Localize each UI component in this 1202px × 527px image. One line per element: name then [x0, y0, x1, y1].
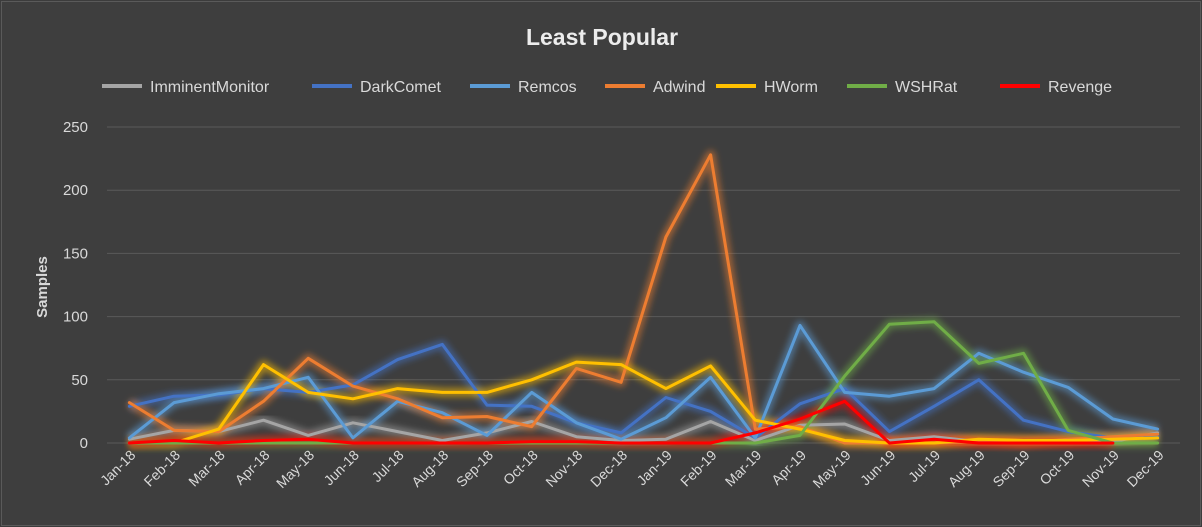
legend-label: HWorm	[764, 79, 818, 96]
series-line	[127, 360, 1160, 445]
x-axis-ticks: Jan-18 Feb-18 Mar-18 Apr-18 May-18 Jun-18 Jul-…	[97, 447, 1167, 491]
series-line	[127, 399, 1115, 445]
legend-label: Revenge	[1048, 79, 1112, 96]
x-tick-label: Aug-18	[408, 447, 451, 490]
series-lines	[127, 153, 1160, 445]
x-tick-label: Feb-18	[141, 447, 184, 490]
legend-label: Adwind	[653, 79, 705, 96]
legend-label: Remcos	[518, 79, 577, 96]
legend-label: DarkComet	[360, 79, 441, 96]
y-tick-label: 100	[63, 309, 88, 326]
x-tick-label: Oct-19	[1036, 447, 1077, 488]
x-tick-label: Dec-18	[587, 447, 630, 490]
x-tick-label: Jun-18	[320, 447, 362, 489]
y-tick-label: 200	[63, 182, 88, 199]
series-line	[127, 342, 1160, 440]
x-tick-label: Apr-19	[768, 447, 809, 488]
x-tick-label: Mar-19	[722, 447, 765, 490]
y-axis-label: Samples	[34, 256, 51, 318]
x-tick-label: Sep-19	[989, 447, 1032, 490]
x-tick-label: Apr-18	[232, 447, 273, 488]
x-tick-label: May-19	[809, 447, 853, 491]
x-tick-label: Aug-19	[945, 447, 988, 490]
x-tick-label: Jun-19	[857, 447, 899, 489]
x-tick-label: Nov-19	[1079, 447, 1122, 490]
legend-label: WSHRat	[895, 79, 958, 96]
y-tick-label: 50	[71, 372, 88, 389]
chart-title: Least Popular	[526, 24, 678, 50]
y-axis-ticks: 0 50 100 150 200 250	[63, 119, 88, 452]
x-tick-label: Feb-19	[677, 447, 720, 490]
x-tick-label: Jan-19	[633, 447, 675, 489]
x-tick-label: Nov-18	[542, 447, 585, 490]
x-tick-label: Mar-18	[185, 447, 228, 490]
series-line	[127, 323, 1160, 441]
x-tick-label: Jul-19	[905, 447, 943, 485]
legend-label: ImminentMonitor	[150, 79, 270, 96]
series-glows	[126, 150, 1159, 448]
x-tick-label: Jan-18	[97, 447, 139, 489]
x-tick-label: Sep-18	[453, 447, 496, 490]
x-tick-label: Oct-18	[500, 447, 541, 488]
x-tick-label: Dec-19	[1124, 447, 1167, 490]
legend: ImminentMonitor DarkComet Remcos Adwind HWor…	[102, 79, 1112, 96]
y-tick-label: 250	[63, 119, 88, 136]
x-tick-label: Jul-18	[368, 447, 406, 485]
y-tick-label: 0	[80, 435, 88, 452]
y-tick-label: 150	[63, 245, 88, 262]
x-tick-label: May-18	[273, 447, 317, 491]
